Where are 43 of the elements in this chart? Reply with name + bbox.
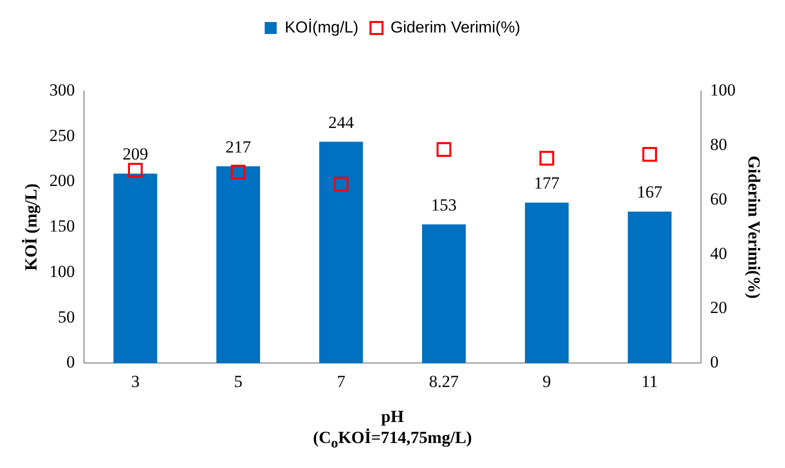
bar: [422, 224, 466, 364]
bar: [628, 212, 672, 364]
point: [230, 164, 246, 180]
y2-tick-label: 20: [710, 298, 728, 318]
data-label: 153: [431, 195, 457, 214]
x-tick-label: 9: [542, 372, 552, 391]
bar: [216, 166, 260, 364]
y2-tick-label: 100: [710, 80, 736, 100]
x-tick-label: 5: [234, 372, 242, 391]
text: (C$_{o}$KOİ=714,75mg/L): [312, 428, 473, 452]
y-tick-label: 100: [49, 262, 75, 281]
data-label: 244: [328, 112, 354, 132]
y-tick-label: 200: [49, 171, 75, 190]
point: [436, 142, 452, 157]
y2-tick-label: 40: [710, 244, 728, 263]
point: [334, 176, 348, 192]
point: [539, 150, 554, 166]
point: [642, 147, 658, 162]
legend-label: KOİ(mg/L): [284, 18, 359, 36]
x-tick-label: 8.27: [429, 372, 460, 391]
y-tick-label: 250: [49, 126, 75, 145]
y2-tick-label: 60: [710, 189, 728, 208]
y2-axis-title: Giderim Verimi(%): [744, 156, 764, 299]
y-tick-label: 0: [66, 352, 75, 372]
point: [128, 162, 143, 178]
y-tick-label: 50: [58, 307, 75, 326]
bar: [524, 202, 569, 364]
y-tick-label: 300: [49, 80, 75, 100]
bar: [319, 142, 363, 364]
bar: [113, 174, 158, 364]
x-tick-label: 7: [336, 372, 346, 391]
legend-label: Giderim Verimi(%): [390, 19, 520, 36]
x-tick-label: 11: [641, 372, 658, 391]
y-axis-title: KOİ (mg/L): [22, 183, 41, 271]
data-label: 177: [534, 174, 560, 193]
data-label: 167: [636, 182, 663, 202]
x-axis-title: pH: [381, 407, 404, 426]
x-tick-label: 3: [131, 372, 140, 391]
data-label: 217: [225, 137, 252, 156]
y2-tick-label: 0: [710, 352, 719, 372]
y2-tick-label: 80: [710, 134, 728, 154]
y-tick-label: 150: [49, 216, 75, 236]
data-label: 209: [122, 144, 148, 164]
